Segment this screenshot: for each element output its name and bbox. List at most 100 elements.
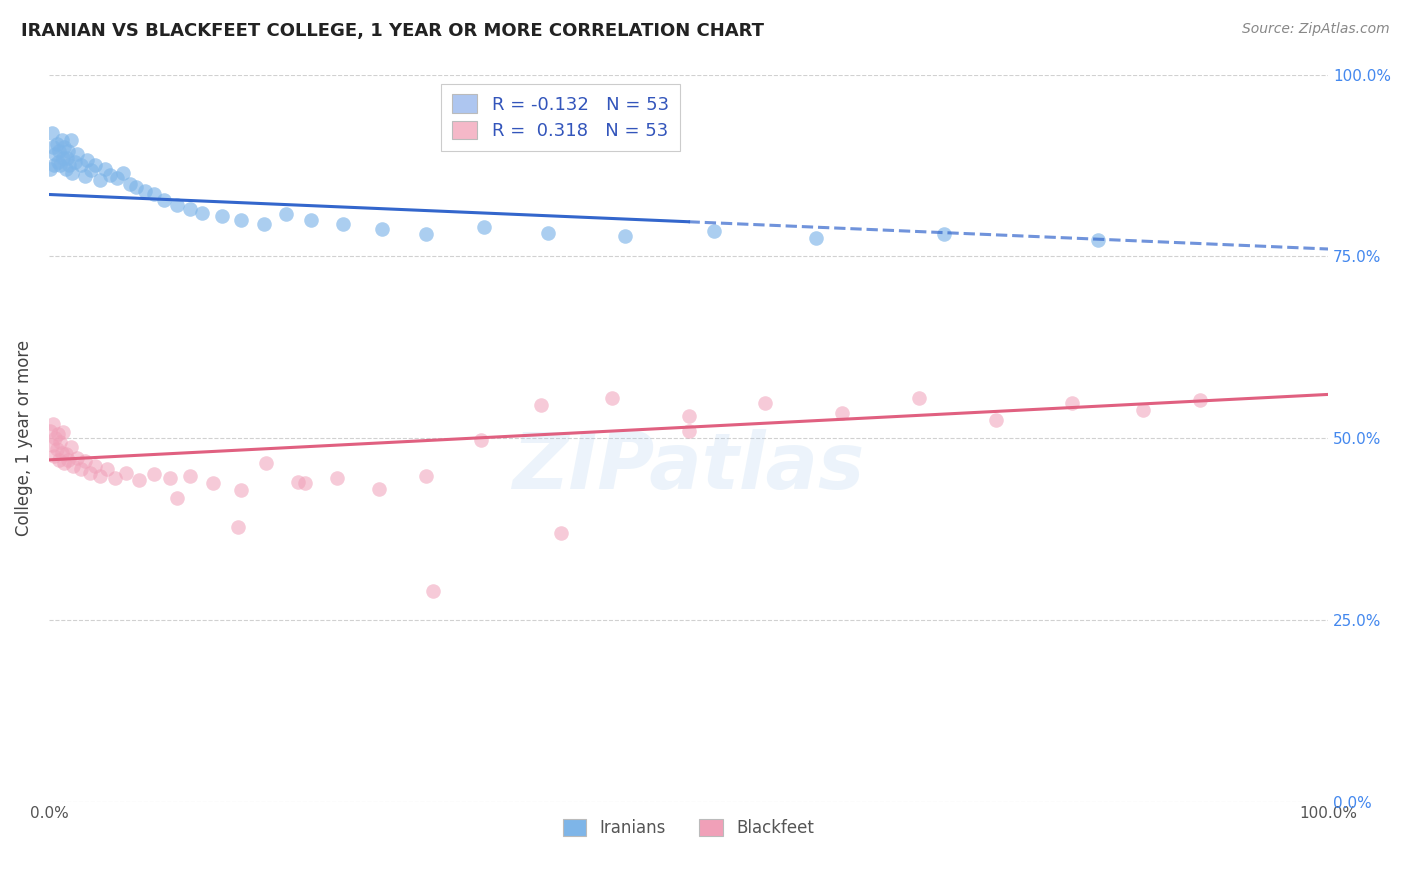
- Point: [254, 457, 277, 471]
- Text: ZIPatlas: ZIPatlas: [512, 429, 865, 505]
- Point: [76, 153, 98, 168]
- Point: [118, 177, 141, 191]
- Point: [613, 228, 636, 243]
- Point: [42, 140, 65, 154]
- Point: [226, 520, 249, 534]
- Point: [274, 207, 297, 221]
- Point: [370, 221, 392, 235]
- Point: [66, 451, 89, 466]
- Point: [45, 442, 67, 456]
- Point: [326, 471, 349, 485]
- Point: [42, 158, 65, 172]
- Point: [46, 427, 69, 442]
- Point: [59, 133, 82, 147]
- Point: [41, 126, 63, 140]
- Point: [44, 147, 66, 161]
- Point: [1132, 403, 1154, 417]
- Point: [70, 461, 93, 475]
- Point: [166, 491, 188, 505]
- Point: [470, 433, 492, 447]
- Point: [179, 202, 201, 216]
- Point: [55, 447, 77, 461]
- Point: [56, 453, 79, 467]
- Point: [52, 425, 75, 440]
- Point: [48, 453, 70, 467]
- Point: [1087, 233, 1109, 247]
- Point: [80, 163, 103, 178]
- Point: [51, 445, 73, 459]
- Point: [1062, 396, 1084, 410]
- Point: [104, 471, 127, 485]
- Point: [550, 525, 572, 540]
- Point: [55, 162, 77, 177]
- Point: [56, 144, 79, 158]
- Point: [51, 133, 73, 147]
- Point: [41, 438, 63, 452]
- Text: IRANIAN VS BLACKFEET COLLEGE, 1 YEAR OR MORE CORRELATION CHART: IRANIAN VS BLACKFEET COLLEGE, 1 YEAR OR …: [21, 22, 763, 40]
- Point: [48, 144, 70, 158]
- Point: [134, 184, 156, 198]
- Point: [211, 209, 233, 223]
- Point: [70, 158, 93, 172]
- Point: [44, 431, 66, 445]
- Point: [42, 449, 65, 463]
- Legend: Iranians, Blackfeet: Iranians, Blackfeet: [557, 813, 821, 844]
- Point: [53, 457, 76, 471]
- Point: [299, 213, 322, 227]
- Point: [63, 154, 86, 169]
- Point: [66, 147, 89, 161]
- Point: [201, 476, 224, 491]
- Point: [39, 162, 62, 177]
- Point: [806, 231, 828, 245]
- Point: [287, 475, 309, 489]
- Point: [831, 406, 853, 420]
- Point: [94, 162, 117, 177]
- Point: [415, 468, 437, 483]
- Point: [907, 391, 929, 405]
- Point: [703, 224, 725, 238]
- Point: [159, 471, 181, 485]
- Point: [60, 166, 83, 180]
- Point: [89, 468, 111, 483]
- Point: [294, 476, 316, 491]
- Point: [39, 424, 62, 438]
- Y-axis label: College, 1 year or more: College, 1 year or more: [15, 340, 32, 536]
- Point: [112, 166, 135, 180]
- Point: [58, 158, 80, 172]
- Point: [45, 136, 67, 151]
- Point: [600, 391, 623, 405]
- Point: [678, 409, 700, 424]
- Point: [678, 424, 700, 438]
- Point: [142, 187, 165, 202]
- Point: [114, 466, 136, 480]
- Point: [79, 466, 101, 480]
- Point: [52, 151, 75, 165]
- Point: [73, 454, 96, 468]
- Point: [84, 458, 107, 473]
- Point: [472, 220, 495, 235]
- Point: [89, 173, 111, 187]
- Point: [73, 169, 96, 184]
- Point: [253, 217, 276, 231]
- Point: [415, 227, 437, 242]
- Point: [105, 170, 128, 185]
- Point: [229, 483, 252, 498]
- Point: [46, 154, 69, 169]
- Point: [53, 140, 76, 154]
- Point: [153, 193, 176, 207]
- Point: [934, 227, 956, 242]
- Point: [166, 198, 188, 212]
- Point: [62, 458, 84, 473]
- Point: [179, 468, 201, 483]
- Point: [49, 158, 72, 172]
- Point: [368, 482, 391, 496]
- Text: Source: ZipAtlas.com: Source: ZipAtlas.com: [1241, 22, 1389, 37]
- Point: [49, 434, 72, 449]
- Point: [100, 168, 122, 182]
- Point: [332, 217, 354, 231]
- Point: [422, 583, 444, 598]
- Point: [984, 413, 1007, 427]
- Point: [537, 226, 560, 240]
- Point: [96, 461, 118, 475]
- Point: [754, 396, 776, 410]
